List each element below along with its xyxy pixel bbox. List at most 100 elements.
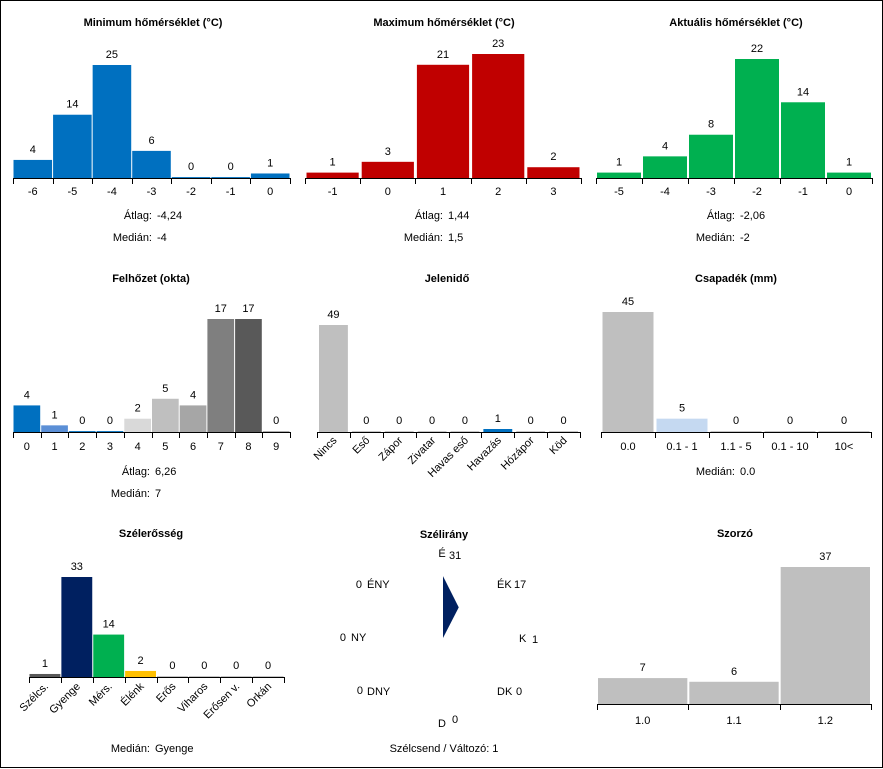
tick-label: 1.1 - 5 — [720, 441, 751, 453]
bar — [827, 172, 871, 178]
direction-label: ÉK — [497, 578, 512, 591]
data-label: 0 — [429, 415, 435, 427]
bar — [306, 172, 359, 178]
tick-label: 0.1 - 10 — [771, 441, 808, 453]
direction-value: 0 — [340, 632, 346, 644]
data-label: 1 — [51, 409, 57, 421]
tick-label: 0.1 - 1 — [666, 441, 697, 453]
data-label: 0 — [733, 415, 739, 427]
data-label: 0 — [787, 415, 793, 427]
bar — [252, 676, 284, 677]
data-label: 21 — [437, 49, 449, 61]
bar — [689, 134, 733, 178]
chart-title: Maximum hőmérséklet (°C) — [373, 17, 515, 29]
bar — [351, 431, 381, 432]
tick-label: -6 — [28, 186, 38, 198]
tick-label: Erős — [154, 680, 179, 705]
bar — [643, 156, 687, 178]
chart-title: Felhőzet (okta) — [112, 273, 190, 285]
direction-value: 0 — [356, 579, 362, 591]
bar — [472, 54, 525, 178]
bar — [13, 159, 53, 178]
tick-label: -2 — [752, 186, 762, 198]
data-label: 0 — [462, 415, 468, 427]
bar — [262, 431, 290, 432]
data-label: 25 — [106, 49, 118, 61]
data-label: 2 — [138, 655, 144, 667]
bar — [597, 172, 641, 178]
tick-label: 8 — [245, 441, 251, 453]
direction-value: 31 — [449, 550, 461, 562]
tick-label: -4 — [107, 186, 117, 198]
bar — [13, 405, 41, 432]
direction-label: K — [519, 633, 527, 645]
direction-label: DNY — [367, 686, 391, 698]
tick-label: 0 — [385, 186, 391, 198]
stat-label: Medián: — [696, 232, 735, 244]
bar — [384, 431, 414, 432]
bar — [483, 429, 513, 432]
bar — [61, 577, 93, 677]
data-label: 1 — [267, 157, 273, 169]
data-label: 14 — [103, 619, 115, 631]
chart-precip: Csapadék (mm)450.050.1 - 101.1 - 500.1 -… — [601, 273, 872, 478]
data-label: 3 — [385, 146, 391, 158]
bar — [124, 418, 151, 432]
tick-label: Zápor — [376, 434, 405, 463]
direction-value: 17 — [514, 579, 526, 591]
data-label: 0 — [273, 415, 279, 427]
bar — [93, 634, 125, 677]
bar — [171, 177, 211, 178]
direction-label: É — [438, 547, 445, 560]
bar — [92, 65, 132, 178]
tick-label: Havazás — [465, 434, 504, 473]
data-label: 4 — [190, 389, 196, 401]
direction-label: NY — [351, 632, 367, 644]
data-label: 6 — [731, 666, 737, 678]
tick-label: 3 — [107, 441, 113, 453]
data-label: 6 — [148, 135, 154, 147]
data-label: 2 — [550, 151, 556, 163]
stat-value: -2 — [740, 232, 750, 244]
data-label: 1 — [330, 157, 336, 169]
bar — [450, 431, 480, 432]
bar — [598, 678, 688, 704]
tick-label: Köd — [547, 435, 569, 457]
data-label: 0 — [79, 415, 85, 427]
stat-value: -4,24 — [157, 210, 182, 222]
stat-value: 7 — [155, 488, 161, 500]
data-label: 0 — [561, 415, 567, 427]
data-label: 45 — [622, 296, 634, 308]
chart-wx: Jelenidő49Nincs0Eső0Zápor0Zivatar0Havas … — [312, 273, 581, 480]
bar — [319, 325, 348, 432]
tick-label: -2 — [186, 186, 196, 198]
wind-rose-wedge — [443, 576, 459, 638]
chart-title: Szélirány — [420, 529, 469, 541]
tick-label: Élénk — [118, 680, 147, 709]
tick-label: Eső — [351, 435, 373, 457]
stat-value: 1,44 — [448, 210, 469, 222]
bar — [152, 398, 179, 432]
tick-label: 0 — [267, 186, 273, 198]
data-label: 8 — [708, 119, 714, 131]
data-label: 0 — [107, 415, 113, 427]
bar — [250, 173, 290, 178]
chart-windstr: Szélerősség 1 Szélcs. 33 Gyenge 14 Mérs. 2 Élénk… — [17, 528, 285, 755]
stat-label: Átlag: — [707, 209, 735, 222]
tick-label: 0 — [846, 186, 852, 198]
data-label: 7 — [640, 662, 646, 674]
stat-value: 6,26 — [155, 466, 176, 478]
tick-label: -1 — [798, 186, 808, 198]
stat-label: Medián: — [111, 743, 150, 755]
tick-label: -1 — [226, 186, 236, 198]
chart-cloud: Felhőzet (okta) 4 0 1 1 0 2 0 3 2 4 5 5 4 6 17 7 17 8 0 9 Átl… — [13, 273, 291, 500]
tick-label: Gyenge — [47, 681, 83, 717]
chart-mult: Szorzó 7 1.0 6 1.1 37 1.2 — [597, 528, 872, 727]
data-label: 0 — [169, 660, 175, 672]
bar — [188, 676, 220, 677]
stat-label: Átlag: — [415, 209, 443, 222]
tick-label: 1.0 — [635, 715, 650, 727]
tick-label: Hózápor — [499, 434, 537, 472]
stat-label: Medián: — [113, 232, 152, 244]
